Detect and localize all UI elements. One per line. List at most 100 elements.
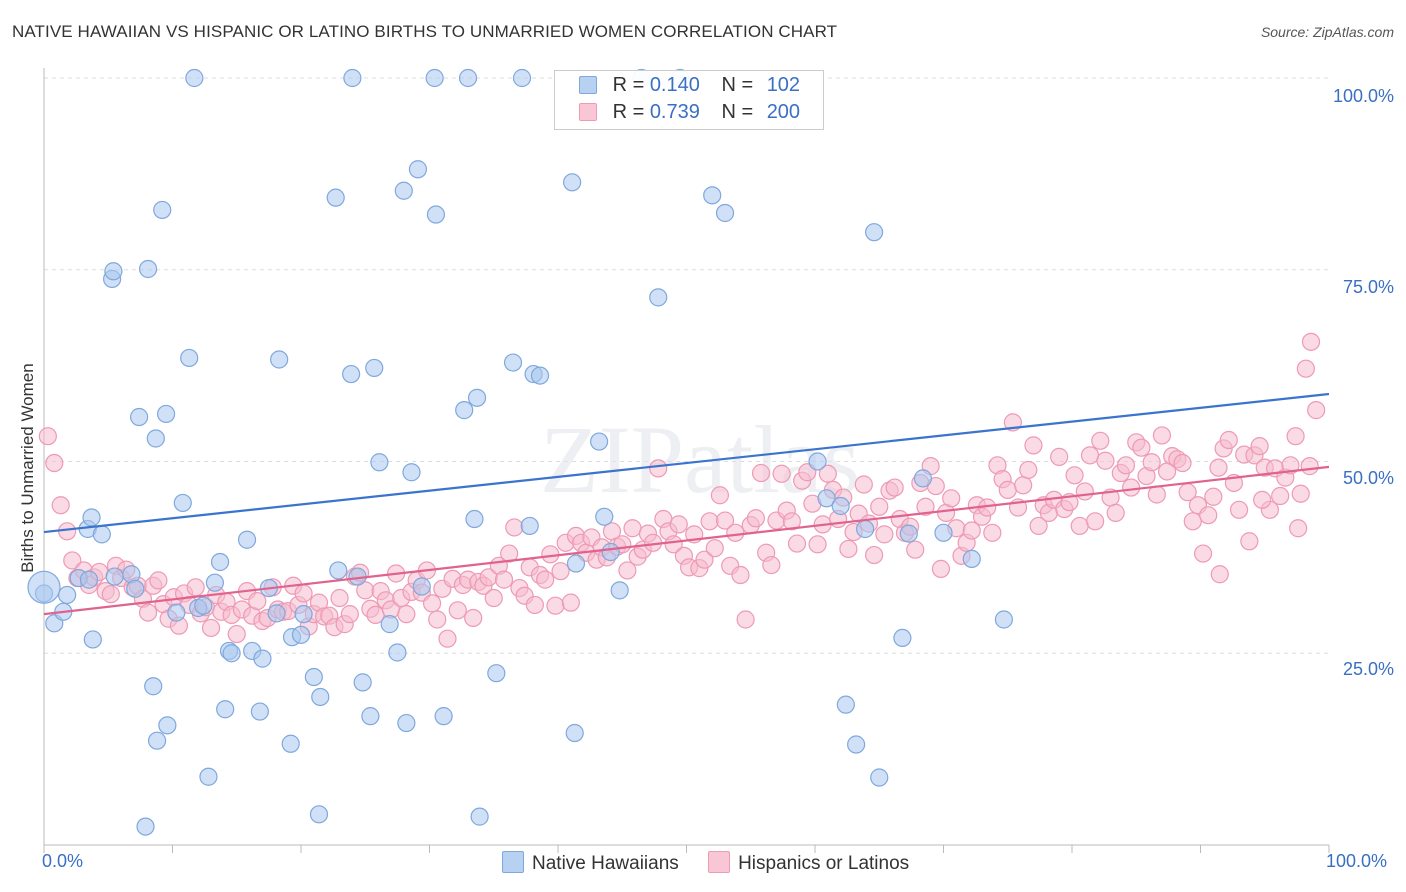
y-tick-label: 75.0%	[1342, 277, 1394, 297]
data-point	[448, 601, 467, 620]
watermark: ZIPatlas	[540, 406, 860, 513]
data-point	[1173, 453, 1192, 473]
data-point	[817, 489, 836, 508]
data-point	[388, 643, 407, 662]
data-point	[818, 464, 837, 483]
data-point	[1106, 503, 1125, 522]
data-point	[394, 181, 413, 200]
data-point	[530, 366, 550, 385]
data-point	[38, 427, 57, 446]
data-point	[831, 496, 850, 516]
data-point	[455, 401, 474, 420]
data-point	[144, 677, 163, 696]
data-point	[147, 731, 167, 750]
pink-swatch	[708, 851, 731, 873]
data-point	[294, 605, 313, 624]
data-point	[1116, 456, 1136, 475]
data-point	[267, 604, 286, 623]
data-point	[304, 667, 323, 687]
data-point	[561, 593, 580, 612]
data-point	[931, 559, 951, 578]
data-point	[146, 429, 165, 448]
data-point	[649, 288, 668, 307]
data-point	[601, 542, 620, 562]
r-label: R =	[612, 101, 645, 123]
data-point	[520, 516, 539, 536]
data-point	[205, 573, 225, 592]
r-value: 0.140	[649, 74, 700, 96]
data-point	[566, 554, 586, 573]
data-point	[487, 664, 506, 683]
data-point	[808, 452, 827, 471]
data-point	[342, 364, 361, 384]
data-point	[458, 68, 478, 88]
pink-swatch	[579, 103, 597, 121]
data-point	[129, 407, 149, 427]
data-point	[173, 493, 192, 513]
data-point	[503, 353, 523, 372]
data-point	[470, 807, 489, 826]
data-point	[854, 475, 873, 494]
data-point	[82, 508, 101, 527]
data-point	[101, 585, 120, 604]
data-point	[731, 565, 750, 585]
data-point	[746, 509, 765, 528]
data-point	[762, 555, 781, 575]
data-point	[465, 509, 484, 529]
data-point	[610, 581, 629, 600]
data-point	[105, 567, 124, 586]
data-point	[913, 469, 933, 488]
data-point	[329, 561, 348, 580]
data-point	[186, 578, 205, 597]
data-point	[126, 579, 145, 598]
data-point	[1300, 457, 1319, 476]
data-point	[1091, 431, 1110, 450]
data-point	[167, 603, 186, 622]
data-point	[365, 358, 384, 378]
data-point	[1142, 453, 1161, 472]
data-point	[546, 596, 565, 615]
x-tick-label: 0.0%	[42, 851, 84, 871]
r-value: 0.739	[649, 101, 700, 123]
data-point	[726, 523, 745, 542]
data-point	[343, 68, 362, 88]
data-point	[1075, 482, 1094, 501]
data-point	[525, 595, 544, 615]
data-point	[865, 545, 884, 565]
legend-item-hispanics[interactable]: Hispanics or Latinos	[708, 851, 909, 875]
data-point	[1253, 490, 1272, 509]
data-point	[63, 551, 82, 570]
data-point	[836, 695, 855, 714]
legend-row-native-hawaiians: R = 0.140 N = 102	[579, 74, 800, 98]
data-point	[865, 223, 884, 242]
data-point	[467, 388, 487, 407]
data-point	[494, 570, 514, 589]
data-point	[906, 540, 925, 559]
data-point	[772, 464, 791, 483]
data-point	[104, 262, 123, 281]
data-point	[1122, 478, 1141, 497]
data-point	[464, 608, 483, 628]
data-point	[541, 545, 560, 564]
data-point	[138, 603, 158, 622]
data-point	[751, 463, 771, 483]
trend-line-hispanics	[43, 465, 1330, 616]
legend-item-native-hawaiians[interactable]: Native Hawaiians	[502, 851, 679, 875]
data-point	[402, 463, 421, 482]
data-point	[294, 584, 313, 603]
data-point	[428, 610, 447, 629]
data-point	[1307, 401, 1326, 420]
data-point	[700, 512, 719, 531]
data-point	[248, 591, 267, 611]
data-point	[983, 523, 1002, 542]
data-point	[237, 530, 257, 549]
data-point	[425, 68, 444, 88]
data-point	[153, 200, 172, 220]
data-point	[994, 610, 1013, 629]
data-point	[623, 519, 642, 538]
data-point	[1209, 458, 1228, 477]
n-value: 200	[766, 101, 801, 123]
data-point	[408, 160, 428, 179]
data-point	[512, 68, 532, 88]
axes	[43, 68, 1330, 853]
